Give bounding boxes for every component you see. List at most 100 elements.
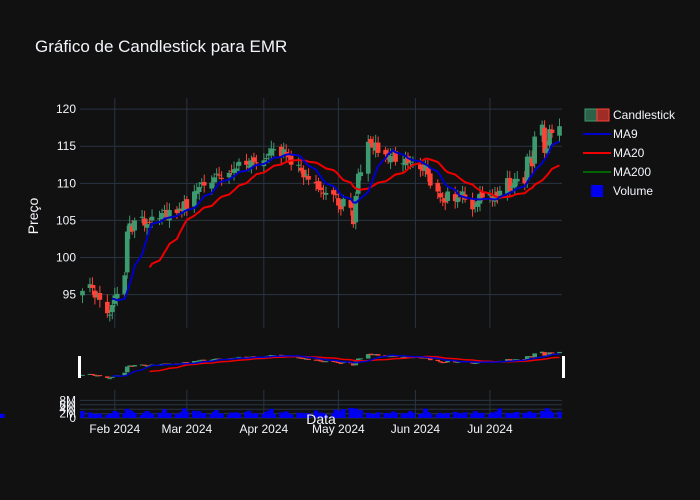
candle-body: [497, 190, 503, 196]
volume-bar: [226, 414, 232, 418]
candle-body: [393, 151, 398, 162]
mini-candle: [445, 361, 451, 363]
mini-candle: [370, 354, 376, 356]
legend-candle-down-swatch: [596, 108, 610, 122]
mini-candle: [122, 372, 128, 376]
candle-body: [505, 178, 510, 194]
mini-candle: [440, 362, 446, 364]
mini-candle: [365, 354, 371, 359]
volume-bar: [388, 414, 393, 418]
candle-body: [303, 174, 309, 176]
volume-bar: [507, 413, 513, 418]
date-tick-labels: Feb 2024 Mar 2024 Apr 2024 May 2024 Jun 2024…: [89, 422, 513, 436]
x-axis-label: Data: [306, 411, 336, 427]
mini-candle: [109, 376, 115, 378]
volume-bar: [157, 412, 162, 418]
legend-item-ma9[interactable]: MA9: [583, 127, 638, 141]
candle-body: [105, 301, 110, 314]
ma20-line: [148, 157, 560, 268]
candle-body: [472, 205, 478, 207]
candle-body: [283, 151, 289, 154]
volume-bar: [112, 410, 118, 418]
volume-bar: [266, 410, 272, 418]
volume-bar: [114, 412, 120, 418]
mini-candle: [142, 364, 147, 366]
volume-bar: [318, 412, 324, 418]
volume-bar: [95, 414, 100, 418]
volume-bar: [509, 414, 515, 418]
legend-item-ma20[interactable]: MA20: [583, 146, 645, 160]
volume-bar: [370, 414, 376, 418]
legend-item-ma200[interactable]: MA200: [583, 165, 651, 179]
volume-bar: [341, 408, 346, 418]
mini-candle: [105, 376, 110, 378]
range-handle-right[interactable]: [562, 356, 565, 378]
legend[interactable]: Candlestick MA9 MA20 MA200 Volume: [583, 108, 676, 198]
volume-bar: [333, 409, 339, 418]
volume-bar: [549, 412, 555, 418]
volume-bar: [268, 408, 274, 418]
volume-bar: [512, 412, 518, 418]
mini-candle: [524, 356, 530, 360]
volume-bar: [418, 414, 423, 418]
volume-bar: [497, 408, 503, 418]
candle-body: [455, 197, 460, 203]
candle-body: [147, 221, 152, 223]
candle-body: [549, 129, 555, 133]
candle-body: [321, 192, 326, 194]
price-tick-labels: 95 100 105 110 115 120: [56, 102, 76, 301]
volume-bar: [0, 413, 5, 418]
mini-candle: [507, 359, 513, 361]
volume-bar: [124, 408, 130, 418]
candle-body: [445, 191, 451, 202]
volume-bar: [97, 413, 103, 418]
candle-body: [249, 160, 254, 166]
candle-body: [323, 192, 329, 195]
volume-bar: [408, 411, 413, 418]
candle-body: [405, 156, 411, 164]
price-tick-label: 95: [63, 288, 77, 302]
mini-candle: [214, 358, 219, 360]
mini-candle: [199, 359, 205, 361]
candle-body: [164, 209, 170, 218]
volume-bar: [288, 414, 294, 418]
candle-body: [278, 146, 284, 157]
mini-candle: [505, 359, 510, 362]
volume-bar: [196, 411, 202, 418]
volume-bar: [132, 412, 137, 418]
range-slider-preview[interactable]: [78, 351, 565, 380]
volume-bar: [353, 408, 359, 418]
volume-bar: [249, 413, 254, 418]
mini-candle: [418, 357, 423, 359]
candle-body: [271, 149, 277, 151]
mini-candle: [95, 375, 100, 377]
candle-body: [127, 223, 133, 232]
volume-bar: [385, 413, 391, 418]
volume-bar: [442, 414, 448, 418]
volume-bar: [492, 413, 498, 418]
date-tick-label: Jun 2024: [391, 422, 441, 436]
legend-item-volume[interactable]: Volume: [591, 184, 653, 198]
mini-candle: [529, 356, 535, 358]
range-handle-left[interactable]: [78, 356, 81, 378]
volume-bar: [236, 413, 242, 418]
candle-body: [425, 167, 431, 175]
volume-bar: [355, 411, 361, 418]
legend-item-candlestick[interactable]: Candlestick: [584, 108, 676, 122]
mini-candle: [244, 356, 249, 358]
mini-candle: [129, 365, 135, 367]
candle-body: [122, 275, 128, 295]
volume-bar: [514, 411, 520, 418]
volume-bar: [283, 411, 289, 418]
candle-body: [231, 169, 237, 173]
legend-label: Volume: [613, 184, 653, 198]
volume-bar: [122, 413, 128, 418]
volume-bar: [440, 413, 446, 418]
candle-body: [428, 173, 433, 186]
mini-candle: [333, 361, 339, 363]
candle-body: [480, 191, 485, 198]
volume-tick-label: 6M: [59, 398, 76, 412]
price-tick-label: 115: [57, 139, 76, 153]
mini-candle: [144, 365, 150, 367]
mini-candle: [350, 363, 356, 366]
